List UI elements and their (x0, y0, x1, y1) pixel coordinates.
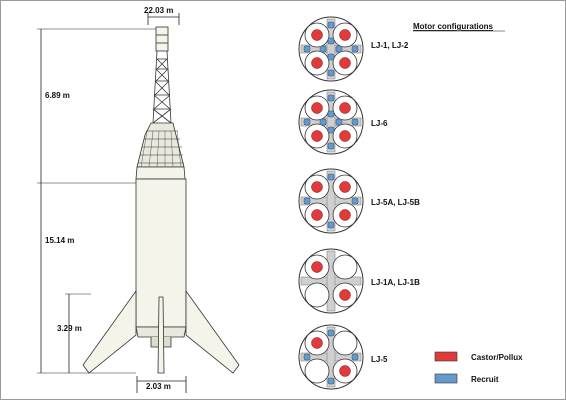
motor-configuration: LJ-5A, LJ-5B (298, 168, 420, 234)
recruit-motor (351, 197, 359, 205)
dimension-lines (37, 13, 187, 393)
castor-pollux-motor (311, 29, 323, 41)
castor-pollux-motor (339, 365, 351, 377)
cross-beam-vertical (326, 170, 336, 232)
cross-beam-vertical (326, 91, 336, 153)
castor-pollux-motor (339, 29, 351, 41)
motor-bay (332, 330, 358, 356)
recruit-motor (319, 45, 327, 53)
base-width-label: 2.03 m (146, 382, 171, 391)
fin-span-label: 22.03 m (144, 6, 173, 15)
recruit-motor (351, 353, 359, 361)
configuration-label: LJ-1A, LJ-1B (371, 278, 420, 287)
castor-pollux-motor (339, 102, 351, 114)
recruit-motor (327, 37, 335, 45)
recruit-motor (327, 126, 335, 134)
castor-pollux-motor (339, 130, 351, 142)
recruit-motor (327, 53, 335, 61)
motor-configuration: LJ-5 (298, 324, 388, 390)
right-fin (185, 289, 240, 374)
capsule (136, 122, 185, 168)
recruit-motor (351, 45, 359, 53)
motor-configurations-title: Motor configurations (413, 22, 494, 31)
body-height-label: 15.14 m (45, 236, 74, 245)
recruit-motor (335, 45, 343, 53)
recruit-motor (327, 94, 335, 102)
legend-label-recruit: Recruit (471, 375, 499, 384)
fin-height-label: 3.29 m (57, 324, 82, 333)
castor-pollux-motor (339, 57, 351, 69)
motor-bay (304, 358, 330, 384)
cross-beam-vertical (326, 18, 336, 80)
motor-configuration: LJ-1A, LJ-1B (298, 248, 420, 314)
legend: Castor/Pollux Recruit (434, 351, 523, 384)
configurations-group: LJ-1, LJ-2 LJ-6 LJ-5A, LJ-5B LJ-1A, LJ-1B LJ… (298, 16, 420, 390)
recruit-motor (327, 69, 335, 77)
castor-pollux-motor (311, 102, 323, 114)
castor-pollux-motor (311, 181, 323, 193)
escape-tower-lattice (152, 50, 172, 124)
recruit-motor (327, 377, 335, 385)
configuration-label: LJ-1, LJ-2 (371, 41, 409, 50)
castor-pollux-motor (311, 57, 323, 69)
recruit-motor (351, 118, 359, 126)
legend-swatch-recruit (434, 373, 458, 384)
rocket-illustration (82, 26, 240, 374)
recruit-motor (327, 142, 335, 150)
motor-bay (332, 254, 358, 280)
castor-pollux-motor (339, 181, 351, 193)
recruit-motor (327, 21, 335, 29)
castor-pollux-motor (311, 130, 323, 142)
motor-configuration: LJ-6 (298, 89, 388, 155)
recruit-motor (327, 173, 335, 181)
motor-bay (304, 282, 330, 308)
legend-swatch-castor-pollux (434, 351, 458, 362)
recruit-motor (303, 353, 311, 361)
recruit-motor (327, 221, 335, 229)
recruit-motor (303, 45, 311, 53)
left-fin (82, 289, 137, 374)
castor-pollux-motor (311, 209, 323, 221)
recruit-motor (303, 197, 311, 205)
cross-beam-vertical (326, 326, 336, 388)
recruit-motor (327, 329, 335, 337)
cross-beam-vertical (326, 250, 336, 312)
configuration-label: LJ-5A, LJ-5B (371, 198, 420, 207)
castor-pollux-motor (339, 209, 351, 221)
recruit-motor (335, 118, 343, 126)
castor-pollux-motor (311, 337, 323, 349)
motor-configuration: LJ-1, LJ-2 (298, 16, 409, 82)
configuration-label: LJ-6 (371, 119, 388, 128)
recruit-motor (303, 118, 311, 126)
escape-rocket (155, 26, 169, 52)
tower-height-label: 6.89 m (45, 91, 70, 100)
recruit-motor (327, 110, 335, 118)
configuration-label: LJ-5 (371, 355, 388, 364)
legend-label-castor-pollux: Castor/Pollux (471, 353, 523, 362)
ventral-fin (157, 296, 165, 374)
castor-pollux-motor (339, 289, 351, 301)
castor-pollux-motor (311, 261, 323, 273)
recruit-motor (319, 118, 327, 126)
